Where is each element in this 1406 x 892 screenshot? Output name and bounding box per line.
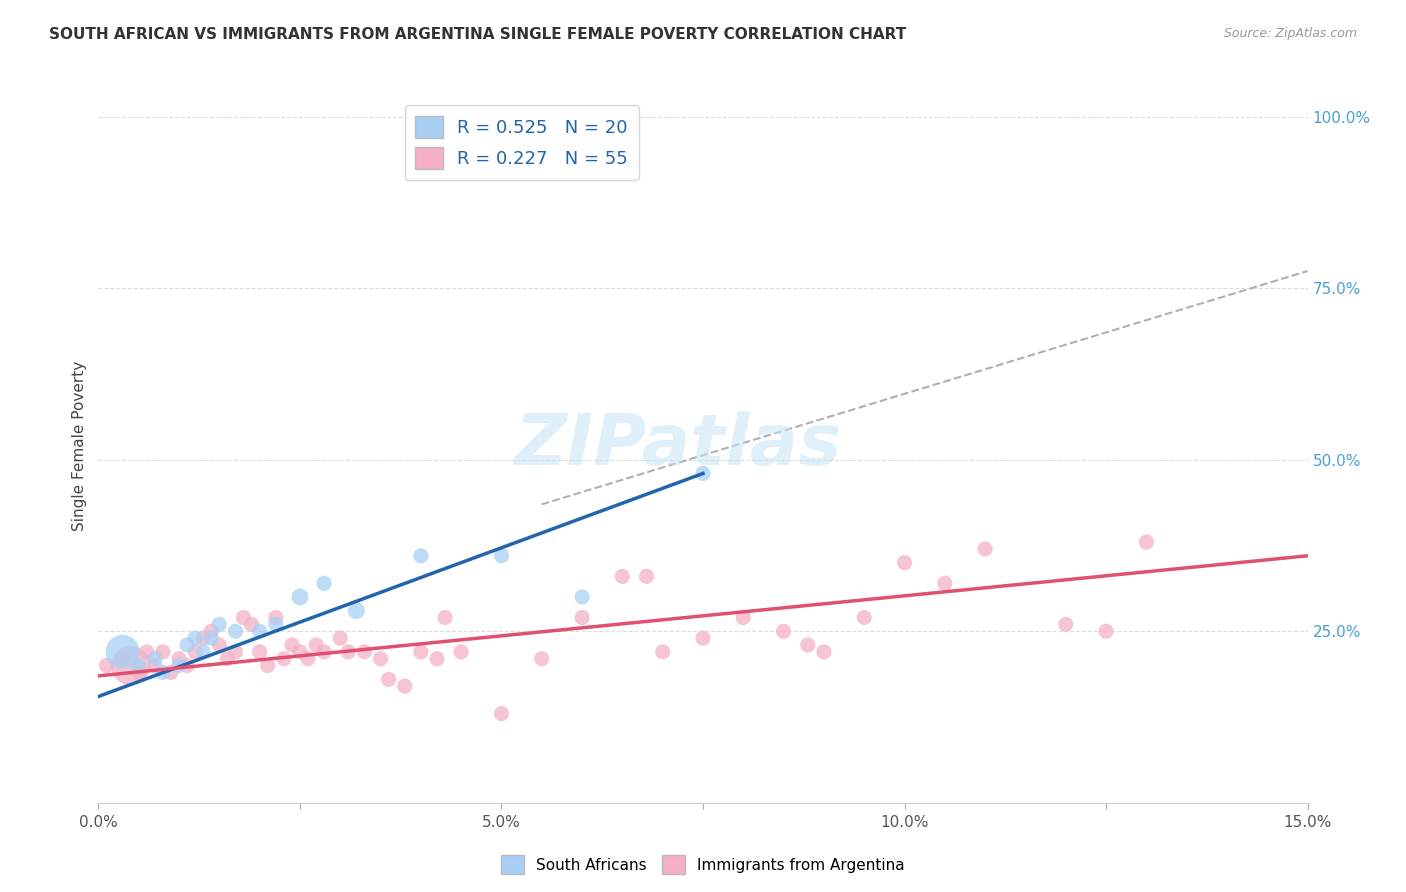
Point: [273, 651, 295, 665]
Point: [249, 624, 271, 639]
Point: [1095, 624, 1118, 639]
Point: [249, 645, 271, 659]
Point: [184, 645, 207, 659]
Point: [377, 673, 399, 687]
Point: [426, 651, 449, 665]
Point: [160, 665, 183, 680]
Point: [128, 658, 150, 673]
Point: [224, 624, 246, 639]
Point: [571, 590, 593, 604]
Point: [409, 549, 432, 563]
Point: [256, 658, 278, 673]
Point: [152, 645, 174, 659]
Point: [772, 624, 794, 639]
Point: [200, 631, 222, 645]
Point: [314, 576, 336, 591]
Point: [264, 610, 287, 624]
Point: [281, 638, 304, 652]
Point: [167, 651, 190, 665]
Point: [853, 610, 876, 624]
Point: [434, 610, 457, 624]
Legend: R = 0.525   N = 20, R = 0.227   N = 55: R = 0.525 N = 20, R = 0.227 N = 55: [405, 105, 638, 180]
Point: [297, 651, 319, 665]
Point: [353, 645, 375, 659]
Point: [193, 631, 215, 645]
Point: [733, 610, 755, 624]
Point: [217, 651, 239, 665]
Point: [329, 631, 352, 645]
Point: [893, 556, 915, 570]
Y-axis label: Single Female Poverty: Single Female Poverty: [72, 361, 87, 531]
Point: [135, 645, 157, 659]
Point: [152, 665, 174, 680]
Text: Source: ZipAtlas.com: Source: ZipAtlas.com: [1223, 27, 1357, 40]
Point: [224, 645, 246, 659]
Point: [409, 645, 432, 659]
Point: [128, 665, 150, 680]
Point: [450, 645, 472, 659]
Legend: South Africans, Immigrants from Argentina: South Africans, Immigrants from Argentin…: [495, 849, 911, 880]
Point: [692, 467, 714, 481]
Point: [344, 604, 367, 618]
Point: [143, 651, 166, 665]
Point: [96, 658, 118, 673]
Point: [813, 645, 835, 659]
Text: SOUTH AFRICAN VS IMMIGRANTS FROM ARGENTINA SINGLE FEMALE POVERTY CORRELATION CHA: SOUTH AFRICAN VS IMMIGRANTS FROM ARGENTI…: [49, 27, 907, 42]
Point: [240, 617, 263, 632]
Point: [337, 645, 360, 659]
Point: [208, 617, 231, 632]
Point: [974, 541, 997, 556]
Point: [571, 610, 593, 624]
Point: [193, 645, 215, 659]
Point: [208, 638, 231, 652]
Point: [491, 549, 513, 563]
Point: [184, 631, 207, 645]
Point: [491, 706, 513, 721]
Text: ZIPatlas: ZIPatlas: [515, 411, 842, 481]
Point: [797, 638, 820, 652]
Point: [612, 569, 634, 583]
Point: [636, 569, 658, 583]
Point: [530, 651, 553, 665]
Point: [176, 638, 198, 652]
Point: [264, 617, 287, 632]
Point: [167, 658, 190, 673]
Point: [288, 590, 311, 604]
Point: [111, 645, 134, 659]
Point: [143, 658, 166, 673]
Point: [305, 638, 328, 652]
Point: [120, 658, 142, 673]
Point: [1135, 535, 1157, 549]
Point: [288, 645, 311, 659]
Point: [232, 610, 254, 624]
Point: [934, 576, 956, 591]
Point: [651, 645, 673, 659]
Point: [176, 658, 198, 673]
Point: [200, 624, 222, 639]
Point: [370, 651, 392, 665]
Point: [314, 645, 336, 659]
Point: [1054, 617, 1077, 632]
Point: [394, 679, 416, 693]
Point: [692, 631, 714, 645]
Point: [111, 651, 134, 665]
